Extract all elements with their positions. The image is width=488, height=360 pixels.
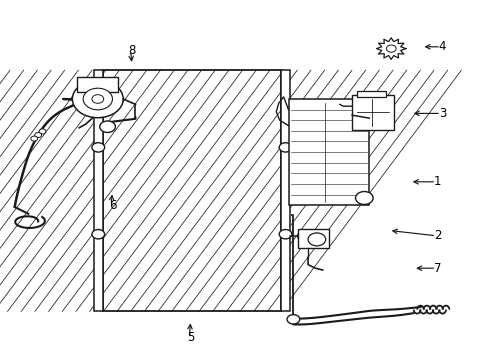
Bar (77, 77, 118, 92)
Circle shape (355, 192, 372, 204)
Text: 8: 8 (128, 44, 136, 57)
Circle shape (92, 230, 104, 239)
Circle shape (100, 121, 115, 132)
Text: 6: 6 (108, 199, 116, 212)
Text: 3: 3 (438, 107, 446, 120)
Circle shape (83, 88, 112, 110)
Circle shape (286, 315, 299, 324)
Circle shape (31, 136, 38, 141)
Bar (288, 99, 368, 205)
Circle shape (279, 230, 291, 239)
Bar (298, 229, 328, 248)
Circle shape (386, 45, 395, 52)
Text: 4: 4 (438, 40, 446, 53)
Bar (356, 91, 386, 97)
Circle shape (39, 129, 46, 134)
Bar (102, 70, 281, 311)
Text: 1: 1 (433, 175, 441, 188)
Bar (102, 70, 281, 311)
Bar (281, 70, 289, 311)
Circle shape (92, 95, 103, 103)
Circle shape (307, 233, 325, 246)
Bar (102, 70, 281, 311)
Text: 7: 7 (433, 262, 441, 275)
Bar (351, 95, 393, 130)
Circle shape (92, 143, 104, 152)
Bar (94, 70, 102, 311)
Circle shape (72, 80, 123, 118)
Text: 5: 5 (186, 331, 194, 344)
Circle shape (279, 143, 291, 152)
Circle shape (35, 132, 41, 138)
Text: 2: 2 (433, 229, 441, 242)
